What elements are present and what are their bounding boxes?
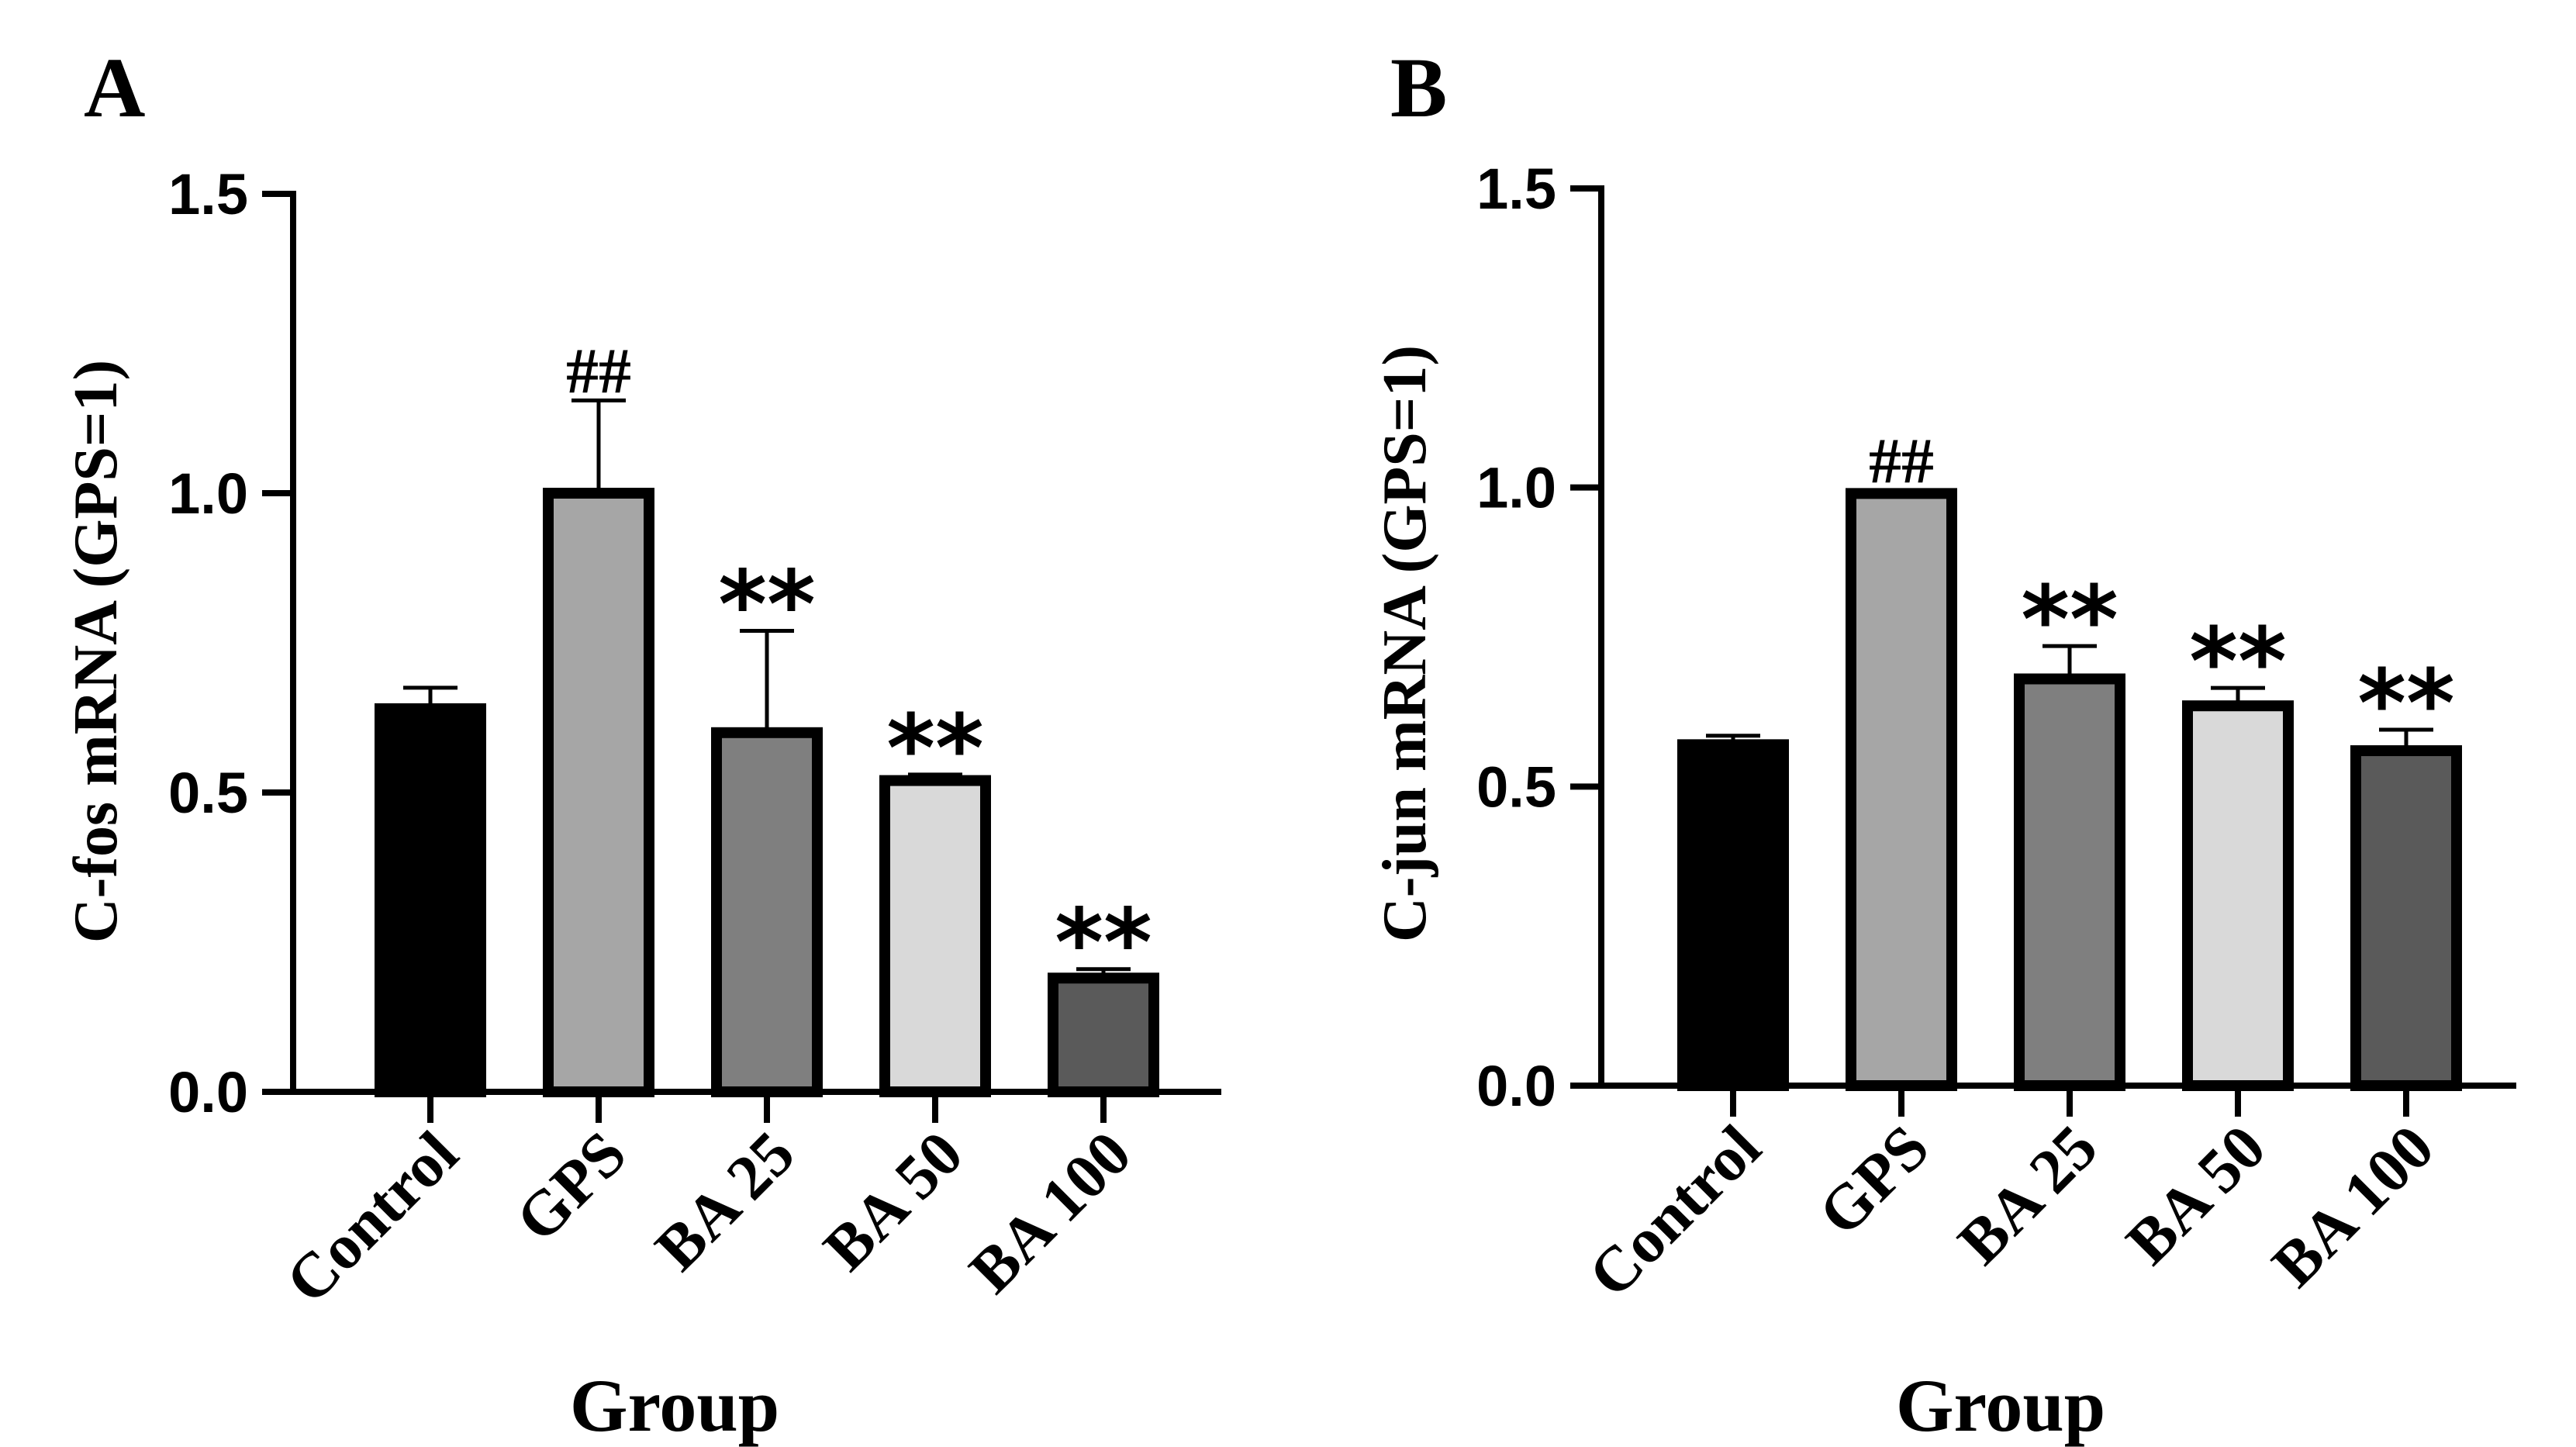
y-axis-title: C-fos mRNA (GPS=1) [62, 360, 130, 943]
x-tick-label: Control [272, 1117, 471, 1317]
x-tick-label: GPS [1805, 1111, 1942, 1248]
panel-label: B [1390, 40, 1447, 135]
significance-marker: ## [566, 335, 631, 407]
significance-marker: ** [2189, 609, 2287, 717]
significance-marker: ** [2357, 651, 2455, 758]
y-tick-label: 0.5 [168, 761, 248, 825]
x-tick-label: GPS [502, 1117, 640, 1255]
bar [375, 703, 486, 1097]
bar [711, 727, 823, 1097]
x-tick-label: BA 25 [1945, 1111, 2111, 1277]
x-axis-title: Group [570, 1364, 779, 1447]
x-tick-label: BA 50 [810, 1117, 976, 1283]
bar [2014, 673, 2125, 1091]
significance-marker: ** [886, 696, 984, 803]
x-tick-label: Control [1575, 1111, 1774, 1311]
x-axis-title: Group [1896, 1364, 2105, 1447]
significance-marker: ## [1869, 426, 1934, 498]
panel-a: A C-fos mRNA (GPS=1) Group Control ## GPS *… [62, 40, 1221, 1447]
x-tick-label: BA 25 [642, 1117, 808, 1283]
y-tick-label: 1.5 [168, 162, 248, 226]
y-tick-label: 1.0 [168, 461, 248, 526]
x-tick-label: BA 100 [956, 1117, 1145, 1306]
y-tick-label: 0.5 [1476, 755, 1556, 819]
bar [2182, 700, 2294, 1091]
y-tick-label: 0.0 [168, 1060, 248, 1124]
significance-marker: ** [718, 552, 816, 660]
bar [879, 775, 991, 1097]
panel-label: A [84, 40, 145, 135]
bar [1677, 739, 1789, 1092]
bar [543, 488, 654, 1097]
y-axis-title: C-jun mRNA (GPS=1) [1371, 345, 1439, 942]
bar [1846, 488, 1957, 1091]
y-tick-label: 0.0 [1476, 1054, 1556, 1118]
x-tick-label: BA 100 [2259, 1111, 2447, 1300]
significance-marker: ** [1055, 890, 1152, 998]
significance-marker: ** [2021, 567, 2118, 675]
y-tick-label: 1.5 [1476, 157, 1556, 221]
y-tick-label: 1.0 [1476, 456, 1556, 520]
bar [2350, 745, 2462, 1091]
panel-b: B C-jun mRNA (GPS=1) Group Control ## GPS *… [1371, 40, 2516, 1447]
x-tick-label: BA 50 [2113, 1111, 2279, 1277]
